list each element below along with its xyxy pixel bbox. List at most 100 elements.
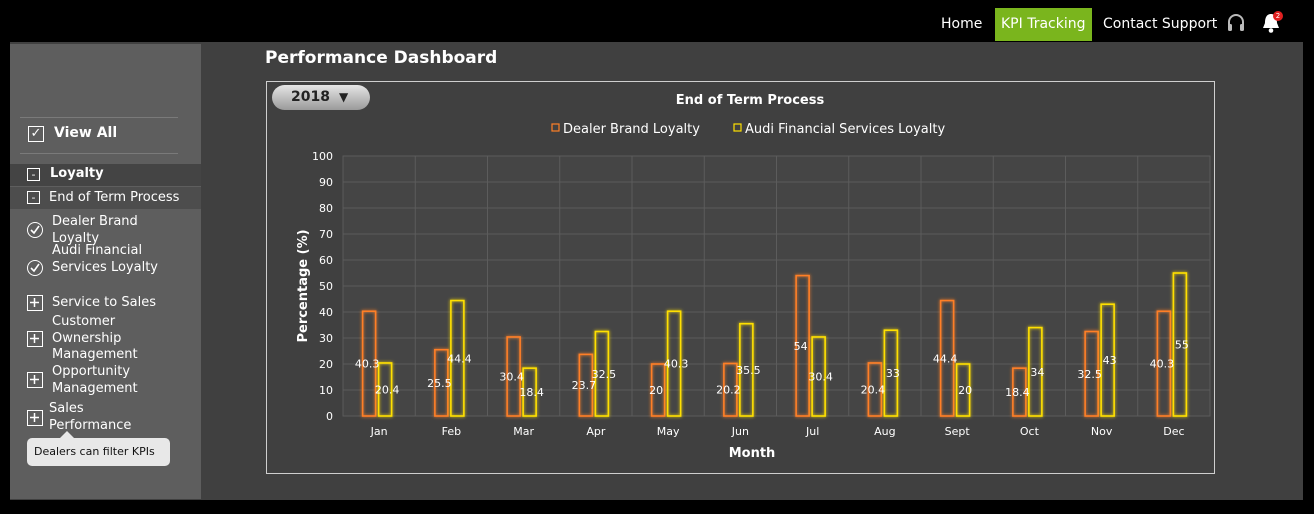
bar — [434, 348, 449, 417]
sidebar: ✓ View All - Loyalty - End of Term Proce… — [10, 44, 201, 499]
data-label: 20 — [958, 384, 972, 397]
bar — [578, 353, 594, 417]
chart-panel — [266, 81, 1215, 474]
x-tick-label: Oct — [1020, 425, 1040, 438]
bar — [650, 363, 666, 417]
group-label: End of Term Process — [49, 190, 180, 205]
data-label: 20.4 — [861, 383, 886, 396]
x-tick-label: Sept — [945, 425, 971, 438]
bar — [522, 367, 537, 417]
view-all-checkbox[interactable]: ✓ — [28, 126, 44, 142]
nav-kpi-tracking-link[interactable]: KPI Tracking — [995, 8, 1092, 41]
y-tick-label: 100 — [312, 150, 333, 163]
x-tick-label: Jun — [731, 425, 749, 438]
check-circle-icon[interactable] — [27, 260, 43, 276]
bar — [883, 329, 899, 417]
data-label: 18.4 — [1005, 386, 1030, 399]
y-tick-label: 90 — [319, 176, 333, 189]
x-axis-label: Month — [729, 446, 776, 461]
sidebar-group-end-of-term[interactable]: - End of Term Process — [10, 187, 201, 209]
caret-down-icon: ▼ — [339, 90, 349, 104]
year-value: 2018 — [291, 89, 330, 105]
bar — [450, 299, 465, 417]
y-tick-label: 50 — [319, 280, 333, 293]
data-label: 25.5 — [427, 377, 452, 390]
bar-chart: End of Term Process Dealer Brand Loyalty A… — [296, 93, 1211, 461]
plus-box-icon[interactable] — [27, 331, 43, 347]
x-tick-label: Jan — [370, 425, 388, 438]
sidebar-item-customer-ownership[interactable]: Customer Ownership Management — [52, 314, 138, 362]
sidebar-group-loyalty[interactable]: - Loyalty — [10, 164, 201, 186]
bar — [811, 336, 826, 417]
data-label: 32.5 — [1077, 368, 1102, 381]
bar — [723, 362, 738, 417]
bar — [666, 310, 682, 417]
x-tick-label: Apr — [586, 425, 606, 438]
plus-box-icon[interactable] — [27, 410, 43, 426]
y-tick-label: 60 — [319, 254, 333, 267]
data-label: 40.3 — [664, 358, 689, 371]
data-label: 20.4 — [375, 383, 400, 396]
collapse-icon[interactable]: - — [27, 191, 40, 204]
year-selector[interactable]: 2018 ▼ — [272, 85, 370, 110]
chart-title: End of Term Process — [676, 93, 825, 108]
top-navbar: Home KPI Tracking Contact Support 2 — [10, 0, 1303, 42]
x-tick-label: Jul — [805, 425, 819, 438]
notification-badge: 2 — [1273, 11, 1283, 21]
headset-icon[interactable] — [1226, 12, 1246, 34]
x-tick-label: Nov — [1091, 425, 1113, 438]
data-label: 40.3 — [1150, 358, 1175, 371]
data-label: 30.4 — [808, 370, 833, 383]
bar — [1156, 310, 1172, 417]
nav-home-link[interactable]: Home — [941, 16, 983, 32]
bar — [867, 362, 883, 417]
data-label: 35.5 — [736, 364, 761, 377]
sidebar-divider — [20, 153, 178, 154]
bar — [594, 330, 610, 417]
y-tick-label: 20 — [319, 358, 333, 371]
legend-label: Audi Financial Services Loyalty — [745, 122, 945, 137]
x-tick-label: Aug — [874, 425, 895, 438]
y-tick-label: 10 — [319, 384, 333, 397]
data-label: 34 — [1030, 366, 1044, 379]
bar — [1012, 367, 1027, 417]
data-label: 54 — [794, 340, 808, 353]
bar — [939, 299, 955, 417]
data-label: 44.4 — [933, 352, 958, 365]
data-label: 55 — [1175, 339, 1189, 352]
data-label: 20 — [649, 384, 663, 397]
sidebar-item-service-to-sales[interactable]: Service to Sales — [52, 295, 156, 310]
y-tick-label: 30 — [319, 332, 333, 345]
collapse-icon[interactable]: - — [27, 168, 40, 181]
y-tick-label: 0 — [326, 410, 333, 423]
data-label: 33 — [886, 367, 900, 380]
sidebar-item-sales-performance[interactable]: Sales Performance — [49, 401, 132, 433]
plus-box-icon[interactable] — [27, 295, 43, 311]
bar — [377, 362, 393, 417]
legend-swatch — [551, 123, 560, 132]
bar — [795, 274, 810, 417]
sidebar-item-dealer-brand-loyalty[interactable]: Dealer Brand Loyalty — [52, 214, 138, 246]
x-tick-label: Dec — [1163, 425, 1184, 438]
legend-label: Dealer Brand Loyalty — [563, 122, 700, 137]
data-label: 30.4 — [499, 370, 524, 383]
x-tick-label: May — [657, 425, 680, 438]
data-label: 40.3 — [355, 358, 380, 371]
bar — [361, 310, 377, 417]
data-label: 18.4 — [519, 386, 544, 399]
bar — [1100, 303, 1115, 417]
page-title: Performance Dashboard — [265, 48, 498, 68]
sidebar-item-afs-loyalty[interactable]: Audi Financial Services Loyalty — [52, 243, 158, 275]
view-all-label[interactable]: View All — [54, 125, 118, 141]
data-label: 32.5 — [592, 368, 617, 381]
check-circle-icon[interactable] — [27, 222, 43, 238]
data-label: 44.4 — [447, 352, 472, 365]
y-axis-label: Percentage (%) — [296, 229, 311, 342]
nav-contact-support-link[interactable]: Contact Support — [1103, 16, 1218, 32]
sidebar-item-opportunity-management[interactable]: Opportunity Management — [52, 364, 138, 396]
sidebar-divider — [20, 117, 178, 118]
plus-box-icon[interactable] — [27, 372, 43, 388]
bar — [1084, 330, 1099, 417]
bar — [955, 363, 971, 417]
bar — [739, 322, 754, 417]
